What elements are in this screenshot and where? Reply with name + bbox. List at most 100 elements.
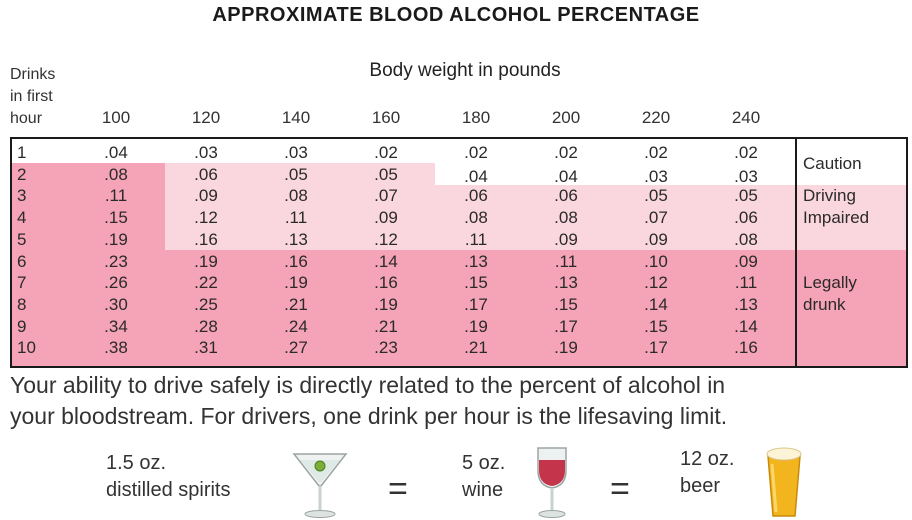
bac-value: .19 (464, 317, 488, 336)
beer-label: 12 oz. beer (680, 446, 734, 500)
beer-glass-icon (766, 447, 802, 517)
bac-value: .05 (644, 186, 668, 205)
bac-value: .08 (734, 230, 758, 249)
bac-value: .11 (464, 230, 488, 249)
note-line: your bloodstream. For drivers, one drink… (10, 403, 728, 429)
bac-value: .16 (194, 230, 218, 249)
equals-sign: = (388, 470, 408, 508)
bac-value: .09 (374, 208, 398, 227)
drink-amount: 5 oz. (462, 452, 506, 474)
bac-value: .09 (554, 230, 578, 249)
bac-value: .13 (734, 295, 758, 314)
bac-value: .02 (554, 143, 578, 162)
zone-label-line: Impaired (803, 208, 870, 227)
drink-name: wine (462, 479, 504, 501)
bac-value: .06 (554, 186, 578, 205)
bac-value: .04 (464, 167, 488, 186)
bac-value: .02 (644, 143, 668, 162)
bac-value: .09 (734, 252, 758, 271)
bac-value: .19 (374, 295, 398, 314)
weight-label: 160 (371, 108, 401, 127)
drink-name: beer (680, 475, 721, 497)
bac-value: .05 (734, 186, 758, 205)
bac-value: .16 (374, 273, 398, 292)
bac-value: .08 (284, 186, 308, 205)
bac-value: .27 (284, 338, 308, 357)
weight-label: 120 (191, 108, 221, 127)
bac-value: .04 (104, 143, 128, 162)
bac-value: .09 (194, 186, 218, 205)
bac-value: .15 (464, 273, 488, 292)
bac-value: .31 (194, 338, 218, 357)
bac-value: .06 (464, 186, 488, 205)
drinks-count: 4 (17, 208, 27, 227)
drink-amount: 12 oz. (680, 448, 735, 470)
bac-value: .11 (554, 252, 578, 271)
legally-drunk-zone (10, 250, 908, 368)
bac-value: .23 (374, 338, 398, 357)
bac-value: .15 (644, 317, 668, 336)
bac-value: .03 (644, 167, 668, 186)
bac-value: .02 (734, 143, 758, 162)
bac-value: .03 (734, 167, 758, 186)
martini-glass-icon (292, 453, 348, 518)
bac-value: .19 (284, 273, 308, 292)
spirits-label: 1.5 oz. distilled spirits (106, 450, 230, 504)
bac-value: .19 (194, 252, 218, 271)
drinks-count: 6 (17, 252, 27, 271)
drinks-header-line: in first (10, 88, 53, 105)
bac-value: .17 (554, 317, 578, 336)
bac-value: .17 (644, 338, 668, 357)
drinks-column-header: Drinks in first hour (10, 64, 55, 130)
bac-value: .30 (104, 295, 128, 314)
bac-value: .06 (194, 165, 218, 184)
bac-value: .14 (644, 295, 668, 314)
drinks-header-line: Drinks (10, 66, 56, 83)
zone-label-line: Legally (803, 273, 857, 292)
drinks-count: 1 (17, 143, 27, 162)
legend-divider (795, 137, 797, 368)
bac-value: .38 (104, 338, 128, 357)
drinks-count: 10 (17, 338, 36, 357)
bac-value: .03 (194, 143, 218, 162)
weight-label: 140 (281, 108, 311, 127)
bac-value: .12 (374, 230, 398, 249)
bac-value: .03 (284, 143, 308, 162)
weight-label: 220 (641, 108, 671, 127)
bac-value: .02 (464, 143, 488, 162)
bac-value: .14 (374, 252, 398, 271)
driving-impaired-zone (165, 163, 435, 185)
bac-value: .05 (374, 165, 398, 184)
chart-title: APPROXIMATE BLOOD ALCOHOL PERCENTAGE (212, 4, 700, 26)
bac-value: .21 (284, 295, 308, 314)
drink-amount: 1.5 oz. (106, 452, 167, 474)
drinks-header-line: hour (10, 110, 43, 127)
zone-label-line: Driving (803, 186, 856, 205)
bac-value: .11 (284, 208, 308, 227)
bac-value: .10 (644, 252, 668, 271)
bac-value: .19 (554, 338, 578, 357)
bac-value: .06 (734, 208, 758, 227)
bac-value: .08 (554, 208, 578, 227)
weight-header: Body weight in pounds (369, 60, 561, 81)
bac-value: .28 (194, 317, 218, 336)
equals-sign: = (610, 470, 630, 508)
drinks-count: 5 (17, 230, 27, 249)
bac-value: .08 (464, 208, 488, 227)
drinks-count: 7 (17, 273, 27, 292)
drinks-count: 9 (17, 317, 27, 336)
bac-value: .13 (464, 252, 488, 271)
bac-value: .14 (734, 317, 758, 336)
bac-value: .07 (644, 208, 668, 227)
bac-value: .26 (104, 273, 128, 292)
bac-value: .08 (104, 165, 128, 184)
driving-impaired-zone (165, 185, 908, 250)
note-line: Your ability to drive safely is directly… (10, 372, 726, 398)
bac-value: .07 (374, 186, 398, 205)
weight-label: 180 (461, 108, 491, 127)
bac-value: .11 (734, 273, 758, 292)
bac-value: .04 (554, 167, 578, 186)
bac-value: .19 (104, 230, 128, 249)
safety-note: Your ability to drive safely is directly… (10, 370, 900, 432)
bac-value: .09 (644, 230, 668, 249)
